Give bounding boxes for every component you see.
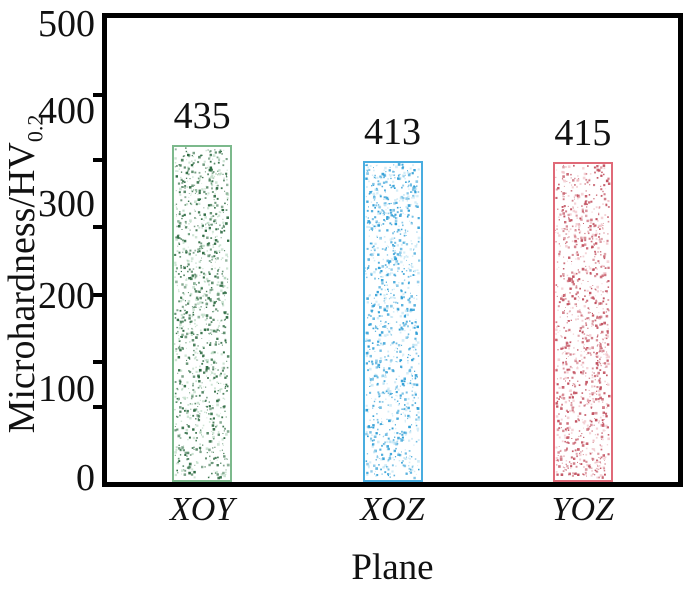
y-tick-label-100: 100 — [38, 368, 95, 411]
y-axis-tick-mark — [93, 293, 102, 298]
bar-fill-speckles — [364, 163, 420, 480]
y-tick-label-400: 400 — [38, 89, 95, 132]
y-axis-tick-mark — [93, 224, 102, 229]
y-tick-label-300: 300 — [38, 182, 95, 225]
y-axis-tick-mark — [93, 157, 102, 162]
x-axis-title: Plane — [351, 547, 434, 588]
bar-fill-speckles — [554, 164, 611, 479]
x-tick-label-xoy: XOY — [170, 491, 235, 528]
y-tick-label-500: 500 — [38, 3, 95, 45]
y-axis-tick-mark — [93, 404, 102, 409]
x-tick-label-yoz: YOZ — [551, 491, 615, 528]
bar-xoy — [172, 145, 233, 482]
y-tick-label-200: 200 — [38, 275, 95, 318]
bar-yoz — [552, 162, 613, 482]
y-axis-tick-mark — [93, 93, 102, 98]
bar-fill-speckles — [174, 147, 230, 480]
bar-xoz — [362, 161, 423, 482]
y-tick-label-0: 0 — [76, 457, 95, 499]
bar-value-label: 435 — [173, 95, 231, 137]
bar-value-label: 415 — [554, 112, 612, 154]
bar-value-label: 413 — [364, 111, 421, 153]
y-axis-tick-mark — [93, 360, 102, 365]
x-tick-label-xoz: XOZ — [360, 491, 425, 528]
